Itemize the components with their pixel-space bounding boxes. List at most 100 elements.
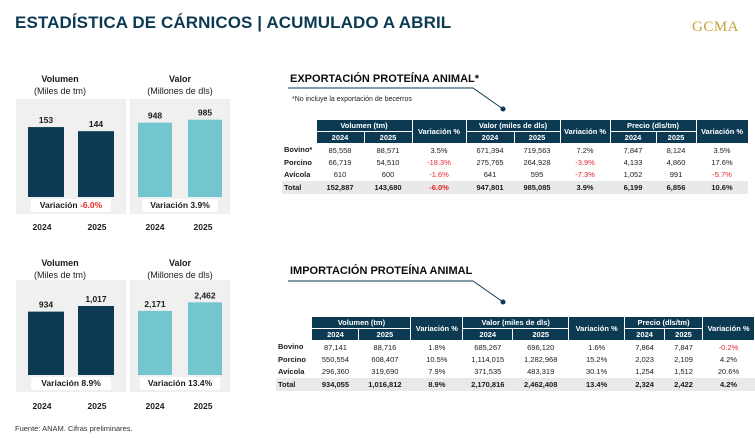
- column-group-header: Volumen (tm): [315, 119, 413, 132]
- table-cell: 595: [530, 170, 544, 180]
- chart-unit: (Millones de dls): [147, 270, 213, 280]
- table-row: Porcino 550,554 608,407 10.5% 1,114,015 1,282…: [276, 353, 755, 366]
- export-valor-chart: 948 985 Variación 3.9%: [130, 99, 230, 214]
- year-header: 2024: [311, 328, 360, 341]
- table-cell: 371,535: [474, 367, 502, 377]
- variation-value: 13.4%: [188, 378, 213, 388]
- import-volumen-header: Volumen (Miles de tm): [25, 257, 95, 281]
- table-cell: 985,085: [514, 181, 560, 194]
- column-group-header: Variación %: [695, 119, 749, 144]
- table-cell: 934,055: [311, 378, 359, 391]
- table-cell: 1,114,015: [471, 354, 505, 364]
- table-row: Avícola 610 600 -1.6% 641 595 -7.3% 1,052 991 -5.…: [282, 169, 748, 182]
- chart-unit: (Millones de dls): [147, 86, 213, 96]
- variation-badge: Variación 8.9%: [31, 377, 111, 390]
- variation-label: Variación: [41, 378, 80, 388]
- year-header: 2025: [664, 328, 703, 341]
- table-cell: 319,690: [371, 367, 399, 377]
- export-volumen-header: Volumen (Miles de tm): [25, 73, 95, 97]
- year-label: 2025: [87, 222, 107, 232]
- table-cell: 4,133: [623, 157, 643, 167]
- year-header: 2025: [512, 328, 570, 341]
- table-row: Bovino* 85,558 88,571 3.5% 671,394 719,563 7.2…: [282, 144, 748, 157]
- row-label: Total: [276, 378, 312, 391]
- table-cell: 10.6%: [696, 181, 748, 194]
- table-row: Total 934,055 1,016,812 8.9% 2,170,816 2,462,…: [276, 378, 755, 391]
- table-cell: 88,571: [376, 145, 400, 155]
- table-cell: 641: [483, 170, 497, 180]
- table-cell: 2,023: [635, 354, 654, 364]
- table-row: Porcino 66,719 54,510 -18.3% 275,765 264,928 -…: [282, 156, 748, 169]
- table-cell: 991: [669, 170, 683, 180]
- chart-title: Volumen: [41, 74, 79, 84]
- year-header: 2024: [462, 328, 514, 341]
- column-group-header: Volumen (tm): [311, 316, 412, 329]
- export-table: Volumen (tm) Variación % Valor (miles de d…: [282, 119, 749, 194]
- row-label: Avícola: [278, 367, 305, 377]
- year-header: 2025: [358, 328, 412, 341]
- table-cell: 264,928: [523, 157, 551, 167]
- table-cell: 7.2%: [576, 145, 594, 155]
- variation-badge: Variación 13.4%: [140, 377, 220, 390]
- table-cell: 947,801: [466, 181, 514, 194]
- table-cell: 66,719: [328, 157, 352, 167]
- table-row: Bovino 87,141 88,716 1.8% 685,267 696,120 1.6%…: [276, 341, 755, 354]
- table-cell: 6,856: [656, 181, 696, 194]
- variation-badge: Variación -6.0%: [31, 199, 111, 212]
- table-row: Avícola 296,360 319,690 7.9% 371,535 483,319 3…: [276, 366, 755, 379]
- column-group-header: Variación %: [411, 119, 467, 144]
- export-note: *No incluye la exportación de becerros: [292, 96, 412, 103]
- import-valor-header: Valor (Millones de dls): [135, 257, 225, 281]
- table-cell: 671,394: [476, 145, 504, 155]
- row-label: Bovino*: [284, 145, 313, 155]
- page-title: ESTADÍSTICA DE CÁRNICOS | ACUMULADO A AB…: [15, 13, 452, 32]
- table-cell: 4,860: [666, 157, 686, 167]
- table-cell: 1.8%: [428, 342, 446, 352]
- export-valor-header: Valor (Millones de dls): [135, 73, 225, 97]
- table-cell: 3.5%: [713, 145, 731, 155]
- variation-label: Variación: [39, 200, 78, 210]
- table-cell: 20.6%: [717, 367, 740, 377]
- table-cell: 2,109: [674, 354, 693, 364]
- year-header: 2024: [624, 328, 666, 341]
- column-group-header: Valor (miles de dls): [465, 119, 561, 132]
- column-group-header: Variación %: [410, 316, 464, 341]
- year-header: 2024: [465, 131, 515, 144]
- column-group-header: Variación %: [559, 119, 611, 144]
- table-cell: 54,510: [376, 157, 400, 167]
- year-header: 2025: [655, 131, 697, 144]
- bar-2025: [188, 119, 222, 197]
- table-cell: 2,170,816: [462, 378, 513, 391]
- column-group-header: Variación %: [701, 316, 755, 341]
- table-cell: 13.4%: [568, 378, 625, 391]
- table-cell: -3.9%: [575, 157, 595, 167]
- table-cell: 275,765: [476, 157, 504, 167]
- column-group-header: Precio (dls/tm): [624, 316, 703, 329]
- year-label: 2024: [32, 222, 52, 232]
- footer-source: Fuente: ANAM. Cifras preliminares.: [15, 424, 133, 433]
- bar-value-label: 948: [148, 111, 162, 121]
- chart-title: Valor: [168, 258, 191, 268]
- import-table: Volumen (tm) Variación % Valor (miles de d…: [276, 316, 755, 391]
- chart-title: Volumen: [41, 258, 79, 268]
- table-cell: 550,554: [321, 354, 350, 364]
- table-cell: -1.6%: [429, 170, 449, 180]
- bar-2024: [28, 311, 64, 375]
- year-label: 2024: [145, 222, 165, 232]
- table-cell: 719,563: [523, 145, 551, 155]
- table-cell: 1,052: [623, 170, 643, 180]
- table-cell: 15.2%: [586, 354, 608, 364]
- table-cell: 1,016,812: [358, 378, 411, 391]
- year-label: 2024: [32, 401, 52, 411]
- bar-2024: [138, 122, 172, 197]
- import-section-title: IMPORTACIÓN PROTEÍNA ANIMAL: [290, 265, 473, 277]
- table-cell: 7,847: [623, 145, 643, 155]
- row-label: Total: [282, 181, 316, 194]
- chart-unit: (Miles de tm): [33, 86, 86, 96]
- variation-badge: Variación 3.9%: [142, 199, 218, 212]
- variation-label: Variación: [147, 378, 186, 388]
- table-cell: 2,324: [624, 378, 665, 391]
- bar-2024: [138, 310, 172, 375]
- column-group-header: Precio (dls/tm): [609, 119, 697, 132]
- variation-value: 3.9%: [190, 200, 210, 210]
